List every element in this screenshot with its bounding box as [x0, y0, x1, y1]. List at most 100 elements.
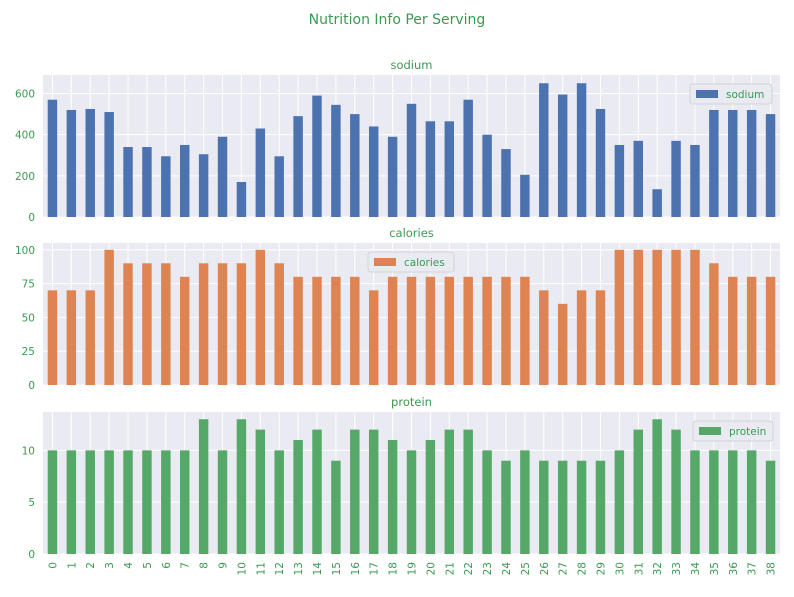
bar-sodium-31: [633, 140, 643, 217]
bar-protein-18: [387, 439, 398, 554]
bar-sodium-5: [142, 147, 152, 217]
bar-protein-30: [614, 450, 625, 554]
x-tick-label: 16: [350, 562, 362, 576]
bar-protein-20: [425, 439, 436, 554]
bar-protein-9: [217, 450, 228, 554]
x-tick-label: 28: [577, 562, 589, 575]
x-tick-label: 7: [180, 562, 192, 569]
bar-sodium-17: [368, 126, 379, 217]
y-tick-label: 5: [28, 497, 35, 509]
x-tick-label: 17: [369, 562, 381, 575]
bar-sodium-27: [557, 94, 568, 217]
x-tick-label: 33: [671, 562, 683, 575]
x-tick-label: 22: [463, 562, 475, 575]
legend-swatch: [696, 90, 718, 98]
bar-protein-14: [312, 429, 322, 554]
y-tick-label: 600: [15, 89, 35, 101]
bar-protein-3: [104, 450, 114, 554]
bar-protein-31: [633, 429, 643, 554]
legend-box: [689, 83, 773, 105]
figure-title: Nutrition Info Per Serving: [309, 12, 486, 28]
legend-label: protein: [729, 426, 766, 438]
bar-protein-23: [482, 450, 492, 554]
y-tick-label: 10: [22, 445, 35, 457]
bar-calories-36: [728, 276, 738, 385]
bar-sodium-3: [104, 112, 114, 217]
bar-protein-8: [198, 419, 209, 554]
x-tick-label: 11: [255, 562, 267, 575]
bar-sodium-10: [236, 182, 247, 217]
bar-calories-37: [746, 276, 757, 385]
bar-sodium-30: [614, 144, 625, 217]
bar-protein-26: [539, 460, 549, 554]
x-tick-label: 27: [558, 562, 570, 575]
bar-sodium-32: [652, 189, 662, 217]
y-tick-label: 75: [22, 279, 35, 291]
bar-protein-16: [350, 429, 360, 554]
bar-calories-34: [690, 249, 700, 385]
x-tick-label: 19: [407, 562, 419, 575]
subplot-sodium: 0 200 400 600 sodium sodium: [15, 58, 780, 224]
bar-calories-26: [539, 290, 549, 385]
x-tick-label: 24: [501, 562, 513, 576]
bar-protein-5: [142, 450, 152, 554]
bar-sodium-35: [709, 109, 719, 217]
bar-calories-24: [501, 276, 511, 385]
bar-calories-3: [104, 249, 114, 385]
x-tick-label: 31: [633, 562, 645, 575]
bar-sodium-21: [444, 121, 455, 217]
subplot-title: sodium: [390, 58, 432, 72]
x-tick-label: 34: [690, 562, 702, 576]
bar-sodium-1: [66, 109, 77, 217]
x-tick-label: 38: [766, 562, 778, 575]
bar-protein-21: [444, 429, 455, 554]
y-tick-label: 200: [15, 171, 35, 183]
x-tick-label: 4: [123, 562, 135, 569]
bar-calories-33: [671, 249, 681, 385]
bar-protein-7: [180, 450, 190, 554]
bar-sodium-24: [501, 149, 511, 217]
x-tick-label: 32: [652, 562, 664, 575]
x-tick-label: 36: [728, 562, 740, 576]
bar-calories-5: [142, 263, 152, 385]
x-tick-label: 29: [595, 562, 607, 575]
bar-protein-32: [652, 419, 662, 554]
legend: calories: [367, 251, 455, 273]
x-tick-label: 26: [539, 562, 551, 576]
legend-box: [367, 251, 455, 273]
bar-protein-13: [293, 439, 303, 554]
bar-calories-25: [520, 276, 530, 385]
bar-protein-10: [236, 419, 247, 554]
x-tick-label: 15: [331, 562, 343, 575]
bar-calories-12: [274, 263, 284, 385]
bar-sodium-8: [198, 154, 209, 217]
bar-sodium-33: [671, 140, 681, 217]
bar-sodium-4: [123, 147, 133, 217]
bar-calories-29: [595, 290, 606, 385]
subplot-calories: 0 25 50 75 100 calories calories: [15, 226, 780, 392]
x-tick-label: 20: [425, 562, 437, 575]
bar-sodium-25: [520, 174, 530, 217]
subplot-protein: 0 5 10 protein protein: [22, 395, 780, 561]
bar-protein-4: [123, 450, 133, 554]
x-tick-label: 2: [85, 562, 97, 569]
bar-sodium-12: [274, 156, 284, 217]
bar-protein-17: [368, 429, 379, 554]
subplot-title: calories: [389, 226, 434, 240]
legend-label: sodium: [726, 89, 764, 101]
bar-sodium-0: [47, 99, 58, 217]
bar-sodium-36: [728, 109, 738, 217]
bar-protein-1: [66, 450, 77, 554]
x-tick-label: 0: [47, 562, 59, 569]
legend-swatch: [374, 258, 396, 266]
x-tick-label: 18: [388, 562, 400, 575]
bar-sodium-9: [217, 136, 228, 217]
bar-protein-2: [85, 450, 95, 554]
x-tick-label: 21: [444, 562, 456, 575]
bar-sodium-28: [576, 83, 587, 218]
x-tick-label: 3: [104, 562, 116, 569]
bar-calories-38: [765, 276, 776, 385]
y-tick-label: 100: [15, 245, 35, 257]
bar-protein-15: [331, 460, 341, 554]
bar-calories-18: [387, 276, 398, 385]
